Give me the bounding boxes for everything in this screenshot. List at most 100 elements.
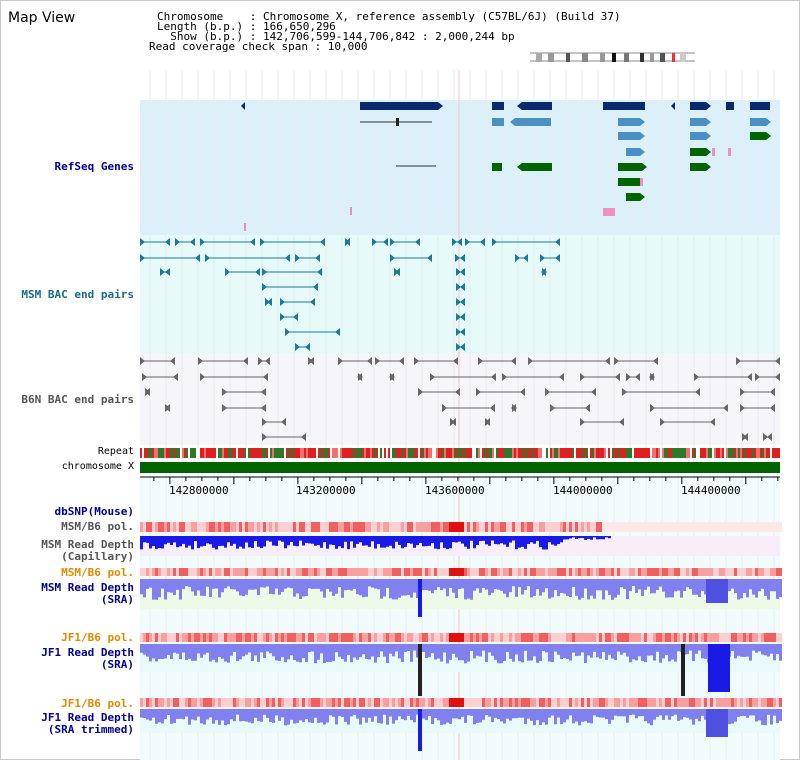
- read-depth-bar: [743, 579, 746, 593]
- repeat-segment: [712, 448, 714, 458]
- polymorphism-cell: [773, 522, 776, 532]
- repeat-segment: [772, 448, 774, 458]
- repeat-segment: [702, 448, 704, 458]
- polymorphism-cell: [215, 522, 218, 532]
- polymorphism-cell: [200, 568, 203, 576]
- read-depth-bar: [200, 536, 203, 547]
- repeat-segment: [404, 448, 406, 458]
- msm-bac-label[interactable]: MSM BAC end pairs: [21, 288, 134, 301]
- jf1-depth-sra-label-2[interactable]: (SRA): [100, 658, 134, 671]
- msm-depth-capillary-label-1[interactable]: MSM Read Depth: [41, 538, 134, 551]
- polymorphism-cell: [686, 522, 689, 532]
- polymorphism-cell: [440, 522, 443, 532]
- repeat-segment: [768, 448, 770, 458]
- polymorphism-cell: [140, 568, 143, 576]
- ideogram-band: [680, 53, 686, 62]
- repeat-segment: [754, 448, 756, 458]
- read-depth-bar: [386, 644, 389, 663]
- polymorphism-cell: [482, 568, 485, 576]
- polymorphism-cell: [299, 633, 302, 642]
- polymorphism-cell: [656, 633, 659, 642]
- polymorphism-cell: [701, 568, 704, 576]
- jf1-depth-trimmed-label-1[interactable]: JF1 Read Depth: [41, 711, 134, 724]
- msm-depth-sra-label-2[interactable]: (SRA): [100, 593, 134, 606]
- read-depth-bar: [593, 644, 596, 652]
- polymorphism-cell: [191, 698, 194, 707]
- jf1-b6-pol-trimmed-label[interactable]: JF1/B6 pol.: [61, 697, 134, 710]
- read-depth-bar: [650, 709, 653, 726]
- repeat-segment: [412, 448, 414, 458]
- read-depth-bar: [227, 579, 230, 587]
- msm-depth-capillary-label-2[interactable]: (Capillary): [61, 550, 134, 563]
- gene-pink: [712, 148, 715, 156]
- jf1-depth-sra-label-1[interactable]: JF1 Read Depth: [41, 646, 134, 659]
- polymorphism-cell: [203, 633, 206, 642]
- msm-b6-pol-sra-label[interactable]: MSM/B6 pol.: [61, 566, 134, 579]
- read-depth-bar: [755, 709, 758, 722]
- polymorphism-cell: [326, 568, 329, 576]
- polymorphism-cell: [158, 698, 161, 707]
- read-depth-bar: [428, 709, 431, 717]
- read-depth-bar: [224, 536, 227, 548]
- polymorphism-cell: [509, 698, 512, 707]
- polymorphism-cell: [236, 568, 239, 576]
- polymorphism-cell: [650, 522, 653, 532]
- polymorphism-cell: [533, 522, 536, 532]
- polymorphism-cell: [713, 568, 716, 576]
- read-depth-bar: [644, 579, 647, 590]
- read-depth-bar: [152, 579, 155, 600]
- polymorphism-cell: [476, 568, 479, 576]
- dbsnp-label[interactable]: dbSNP(Mouse): [54, 505, 134, 518]
- read-depth-bar: [146, 644, 149, 657]
- repeat-segment: [148, 448, 150, 458]
- bac-end: [528, 357, 533, 365]
- read-depth-bar: [149, 709, 152, 721]
- read-depth-bar: [245, 644, 248, 655]
- repeat-segment: [326, 448, 328, 458]
- polymorphism-cell: [374, 522, 377, 532]
- bac-end: [767, 433, 772, 441]
- polymorphism-cell: [767, 568, 770, 576]
- refseq-gene: [603, 102, 645, 110]
- read-depth-bar: [335, 644, 338, 653]
- polymorphism-cell: [776, 568, 779, 576]
- read-depth-bar: [692, 644, 695, 662]
- polymorphism-cell: [482, 633, 485, 642]
- read-depth-bar: [248, 579, 251, 590]
- msm-depth-sra-label-1[interactable]: MSM Read Depth: [41, 581, 134, 594]
- read-depth-bar: [161, 579, 164, 589]
- repeat-segment: [600, 448, 602, 458]
- read-depth-bar: [542, 644, 545, 652]
- polymorphism-cell: [572, 522, 575, 532]
- read-depth-bar: [650, 579, 653, 594]
- bac-end: [309, 357, 314, 365]
- jf1-b6-pol-label[interactable]: JF1/B6 pol.: [61, 631, 134, 644]
- read-depth-bar: [263, 579, 266, 588]
- read-depth-bar: [581, 644, 584, 653]
- polymorphism-cell: [554, 568, 557, 576]
- msm-b6-pol-label[interactable]: MSM/B6 pol.: [61, 520, 134, 533]
- bac-end: [262, 283, 267, 291]
- repeat-segment: [502, 448, 504, 458]
- read-depth-bar: [173, 644, 176, 653]
- repeat-segment: [388, 448, 390, 458]
- read-depth-bar: [749, 644, 752, 661]
- polymorphism-cell: [743, 568, 746, 576]
- read-depth-bar: [704, 709, 707, 720]
- read-depth-bar: [683, 579, 686, 591]
- polymorphism-cell: [674, 633, 677, 642]
- read-depth-bar: [422, 709, 425, 719]
- polymorphism-cell: [725, 698, 728, 707]
- refseq-genes-label[interactable]: RefSeq Genes: [54, 160, 134, 173]
- jf1-depth-trimmed-label-2[interactable]: (SRA trimmed): [47, 723, 134, 736]
- read-depth-bar: [173, 579, 176, 596]
- read-depth-bar: [275, 709, 278, 716]
- bac-end: [281, 418, 286, 426]
- repeat-segment: [662, 448, 664, 458]
- read-depth-bar: [779, 709, 782, 721]
- polymorphism-cell: [212, 568, 215, 576]
- polymorphism-cell: [518, 522, 521, 532]
- polymorphism-cell: [446, 568, 449, 576]
- b6n-bac-label[interactable]: B6N BAC end pairs: [21, 393, 134, 406]
